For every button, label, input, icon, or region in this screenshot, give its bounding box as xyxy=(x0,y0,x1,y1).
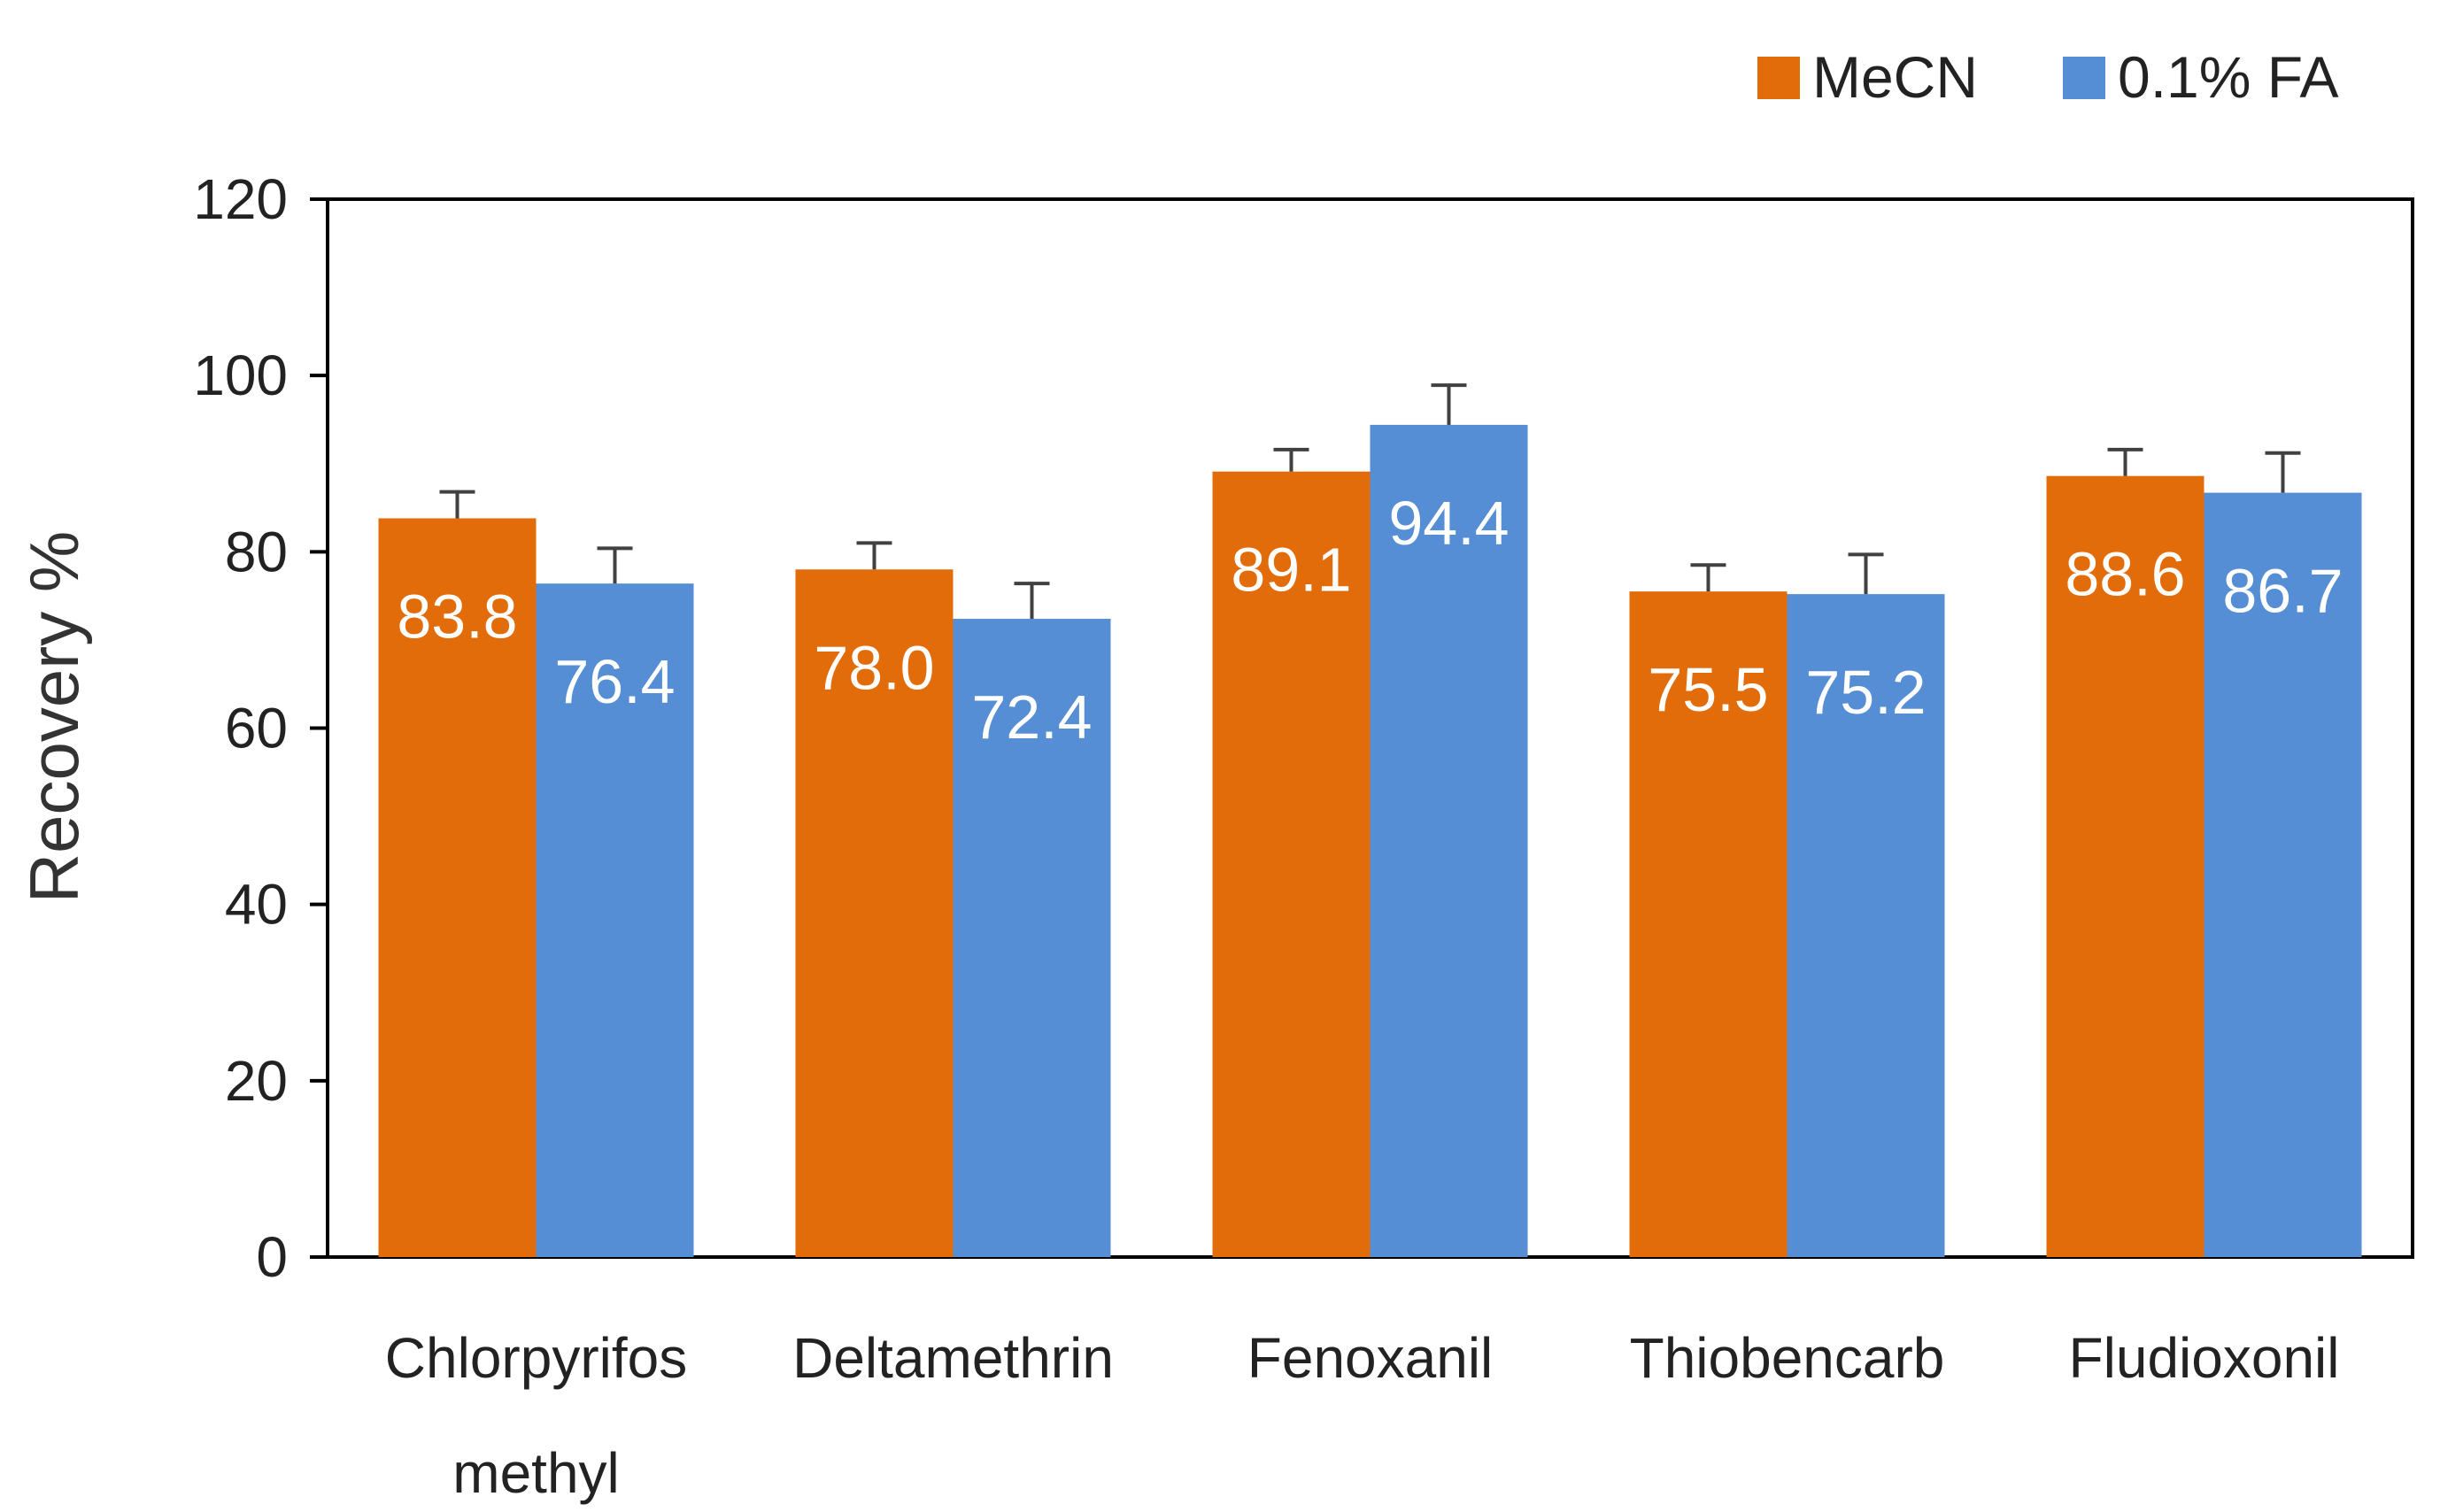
y-tick-label: 80 xyxy=(225,520,288,583)
bar xyxy=(953,619,1111,1257)
bar xyxy=(1212,471,1371,1257)
data-label: 83.8 xyxy=(397,582,517,651)
data-label: 75.2 xyxy=(1805,658,1926,727)
data-label: 94.4 xyxy=(1388,489,1509,558)
legend-label: 0.1% FA xyxy=(2118,44,2338,110)
x-axis: Chlorpyrifos methyl Deltamethrin Fenoxanil T… xyxy=(385,1326,2340,1505)
bar xyxy=(536,583,694,1257)
data-label: 76.4 xyxy=(554,647,675,716)
data-label: 88.6 xyxy=(2065,540,2185,609)
y-tick-label: 0 xyxy=(256,1225,288,1289)
legend-swatch xyxy=(2063,57,2105,99)
legend: MeCN 0.1% FA xyxy=(1757,44,2338,110)
y-tick-label: 40 xyxy=(225,873,288,937)
y-axis: 0 20 40 60 80 100 120 xyxy=(193,167,328,1289)
data-label: 75.5 xyxy=(1648,655,1768,724)
bar xyxy=(1787,594,1945,1257)
y-tick-label: 20 xyxy=(225,1049,288,1113)
data-label: 72.4 xyxy=(971,683,1092,752)
bar xyxy=(2204,492,2362,1257)
bar xyxy=(2046,475,2204,1257)
y-axis-label: Recovery % xyxy=(15,531,93,903)
bar xyxy=(1370,424,1528,1257)
x-category-label: methyl xyxy=(452,1441,620,1505)
y-tick-label: 100 xyxy=(193,343,288,407)
x-category-label: Fenoxanil xyxy=(1247,1326,1494,1390)
x-category-label: Chlorpyrifos xyxy=(385,1326,687,1390)
y-tick-label: 60 xyxy=(225,697,288,760)
bars: 83.8 78.0 89.1 75.5 88.6 76.4 72.4 94.4 75.2 86.7 xyxy=(378,383,2362,1257)
bar xyxy=(378,518,537,1257)
legend-label: MeCN xyxy=(1812,44,1978,110)
x-category-label: Deltamethrin xyxy=(792,1326,1114,1390)
legend-swatch xyxy=(1757,57,1800,99)
data-label: 86.7 xyxy=(2222,557,2343,626)
bar xyxy=(795,569,954,1257)
x-category-label: Fludioxonil xyxy=(2069,1326,2340,1390)
data-label: 78.0 xyxy=(814,633,934,702)
x-category-label: Thiobencarb xyxy=(1630,1326,1945,1390)
bar xyxy=(1629,591,1788,1257)
data-label: 89.1 xyxy=(1231,536,1351,605)
y-tick-label: 120 xyxy=(193,167,288,231)
